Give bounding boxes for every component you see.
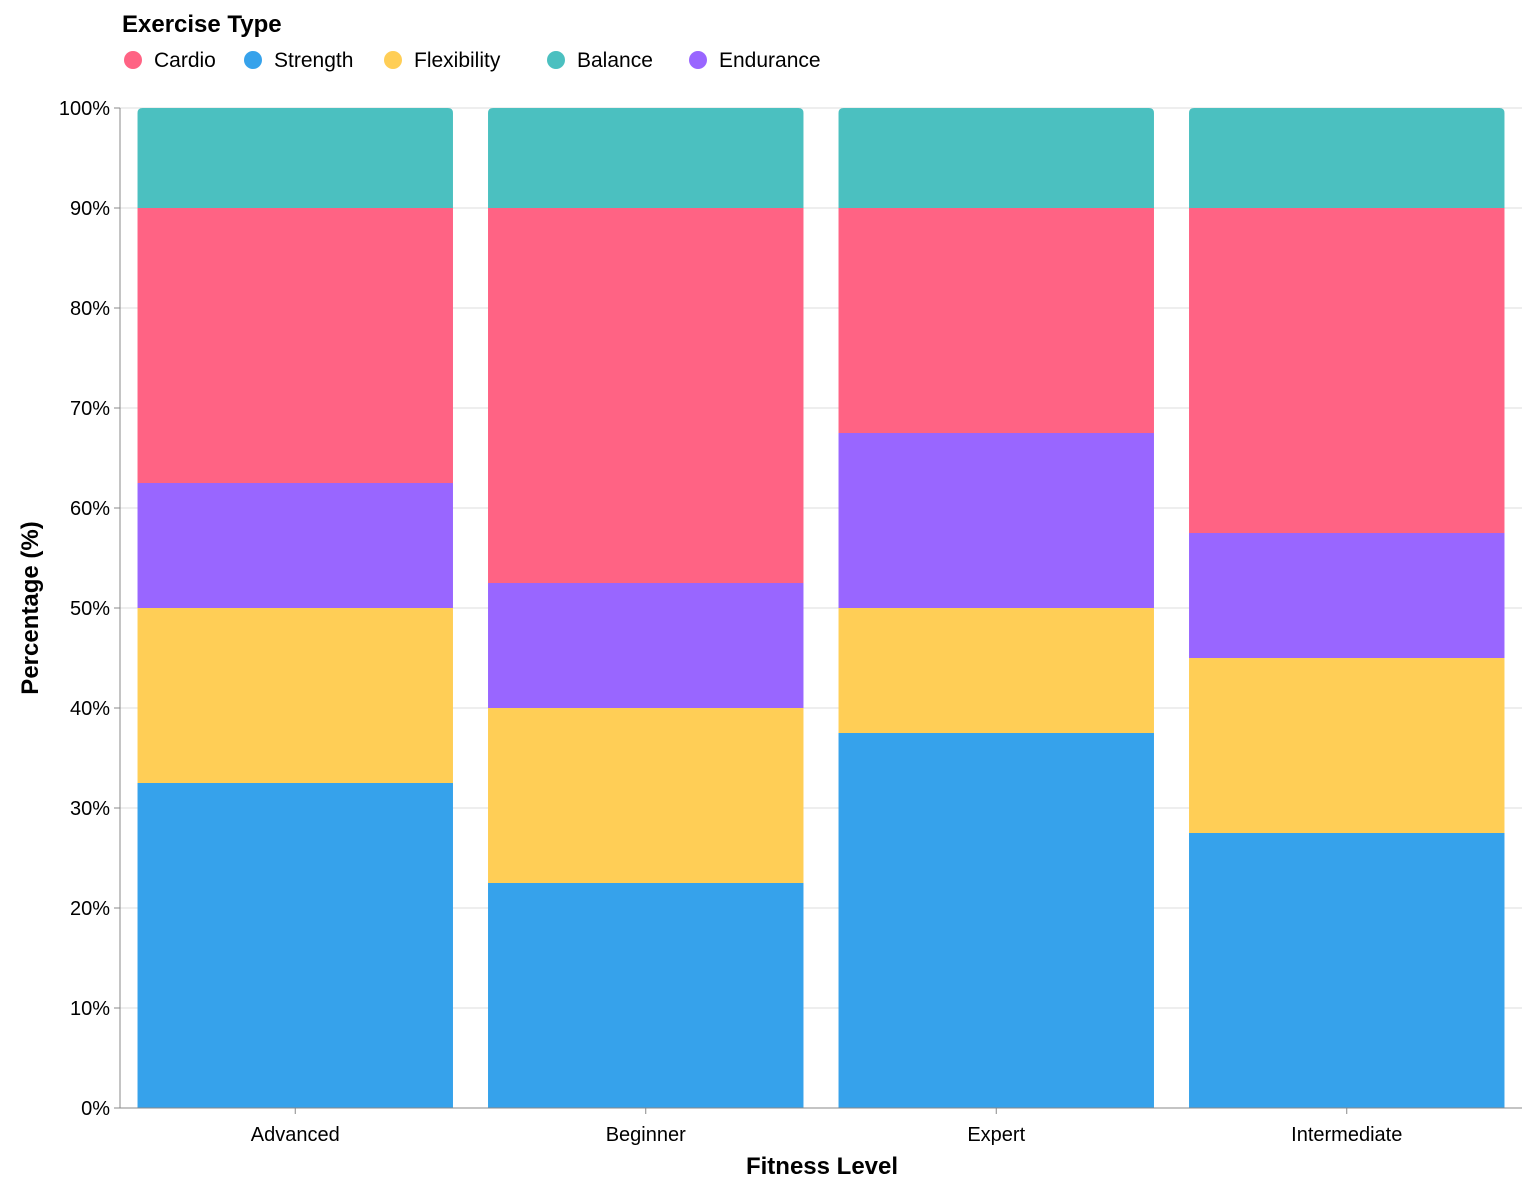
- bar-intermediate-flexibility[interactable]: [1189, 658, 1505, 833]
- y-tick-label: 70%: [70, 398, 110, 420]
- legend-item-endurance[interactable]: Endurance: [689, 49, 821, 72]
- legend-item-cardio[interactable]: Cardio: [124, 49, 216, 72]
- bar-beginner-strength[interactable]: [488, 883, 804, 1108]
- bars: [137, 108, 1505, 1108]
- y-tick-label: 100%: [59, 98, 110, 120]
- y-tick-label: 40%: [70, 698, 110, 720]
- bar-expert-endurance[interactable]: [838, 433, 1154, 608]
- y-tick-label: 60%: [70, 498, 110, 520]
- bar-stack-advanced: [137, 108, 453, 1108]
- bar-expert-balance[interactable]: [838, 108, 1154, 208]
- legend-label: Balance: [577, 49, 653, 72]
- bar-expert-cardio[interactable]: [838, 208, 1154, 433]
- legend-label: Strength: [274, 49, 353, 72]
- legend-swatch: [244, 51, 262, 69]
- x-axis: Advanced Beginner Expert Intermediate: [120, 1107, 1522, 1146]
- y-tick-label: 80%: [70, 298, 110, 320]
- bar-intermediate-cardio[interactable]: [1189, 208, 1505, 533]
- bar-advanced-balance[interactable]: [137, 108, 453, 208]
- bar-beginner-cardio[interactable]: [488, 208, 804, 583]
- bar-advanced-cardio[interactable]: [137, 208, 453, 483]
- legend-label: Endurance: [719, 49, 821, 72]
- legend-title: Exercise Type: [122, 11, 282, 38]
- x-tick-label: Advanced: [251, 1124, 340, 1146]
- bar-advanced-flexibility[interactable]: [137, 608, 453, 783]
- bar-beginner-flexibility[interactable]: [488, 708, 804, 883]
- bar-intermediate-strength[interactable]: [1189, 833, 1505, 1108]
- y-tick-label: 0%: [81, 1098, 110, 1120]
- y-tick-label: 10%: [70, 998, 110, 1020]
- legend-item-flexibility[interactable]: Flexibility: [384, 49, 501, 72]
- legend-item-strength[interactable]: Strength: [244, 49, 353, 72]
- bar-stack-intermediate: [1189, 108, 1505, 1108]
- y-axis: 0% 10% 20% 30% 40% 50% 60% 70% 80% 90% 100%: [59, 98, 121, 1120]
- y-axis-title: Percentage (%): [17, 521, 44, 694]
- x-axis-title: Fitness Level: [746, 1153, 898, 1180]
- y-tick-label: 50%: [70, 598, 110, 620]
- x-tick-label: Intermediate: [1291, 1124, 1402, 1146]
- bar-stack-expert: [838, 108, 1154, 1108]
- bar-intermediate-balance[interactable]: [1189, 108, 1505, 208]
- bar-beginner-balance[interactable]: [488, 108, 804, 208]
- bar-expert-strength[interactable]: [838, 733, 1154, 1108]
- y-tick-label: 90%: [70, 198, 110, 220]
- y-tick-label: 30%: [70, 798, 110, 820]
- x-tick-label: Expert: [967, 1124, 1025, 1146]
- legend-swatch: [384, 51, 402, 69]
- legend-label: Cardio: [154, 49, 216, 72]
- x-tick-label: Beginner: [606, 1124, 686, 1146]
- y-tick-label: 20%: [70, 898, 110, 920]
- legend-swatch: [547, 51, 565, 69]
- legend-swatch: [689, 51, 707, 69]
- legend-item-balance[interactable]: Balance: [547, 49, 653, 72]
- bar-advanced-endurance[interactable]: [137, 483, 453, 608]
- bar-beginner-endurance[interactable]: [488, 583, 804, 708]
- legend-label: Flexibility: [414, 49, 501, 72]
- bar-stack-beginner: [488, 108, 804, 1108]
- legend: Exercise Type Cardio Strength Flexibility B…: [122, 11, 821, 72]
- bar-intermediate-endurance[interactable]: [1189, 533, 1505, 658]
- bar-advanced-strength[interactable]: [137, 783, 453, 1108]
- bar-expert-flexibility[interactable]: [838, 608, 1154, 733]
- legend-swatch: [124, 51, 142, 69]
